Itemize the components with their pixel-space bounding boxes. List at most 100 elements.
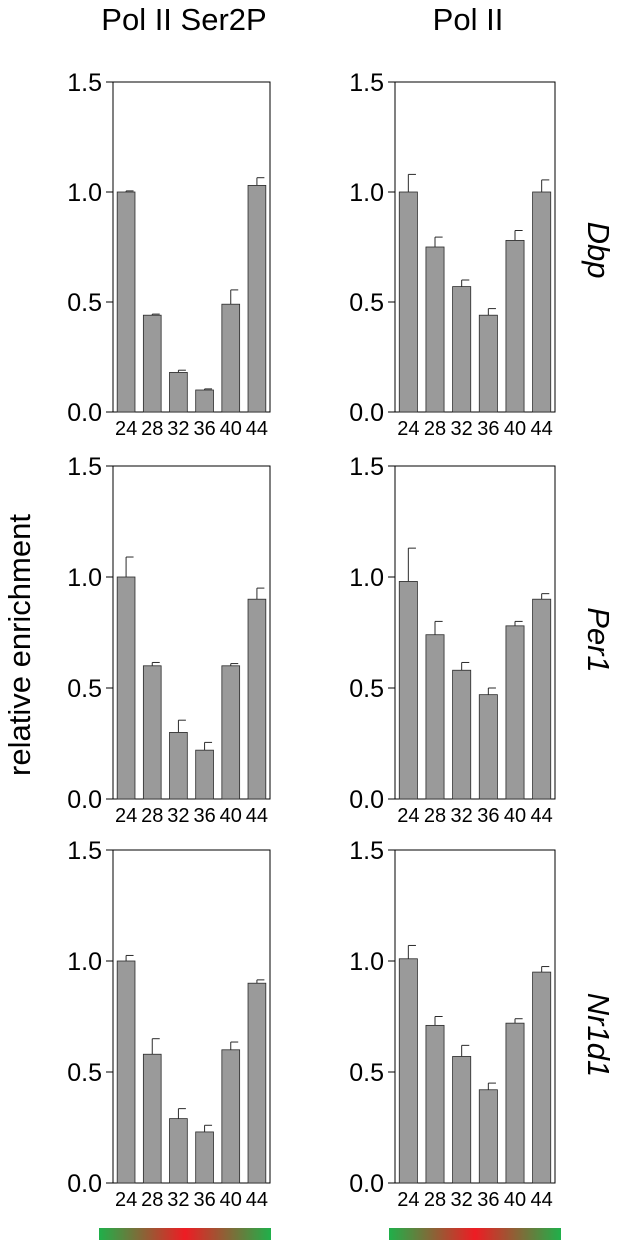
y-tick-label-nr1d1-ser2p: 1.5: [67, 837, 102, 865]
y-tick-label-nr1d1-pol2: 0.0: [349, 1170, 384, 1198]
bar-per1-ser2p-28: [142, 665, 162, 800]
x-tick-label-dbp-pol2-32: 32: [451, 418, 473, 440]
x-tick-label-nr1d1-pol2-24: 24: [397, 1189, 419, 1211]
x-tick-label-nr1d1-ser2p-44: 44: [246, 1189, 268, 1211]
bar-nr1d1-pol2-36: [478, 1089, 498, 1184]
x-tick-label-per1-pol2-36: 36: [477, 805, 499, 827]
bar-per1-ser2p-24: [116, 576, 136, 800]
bar-dbp-pol2-32: [452, 286, 472, 413]
bar-nr1d1-ser2p-28: [142, 1053, 162, 1184]
y-tick-label-nr1d1-ser2p: 0.0: [67, 1170, 102, 1198]
x-tick-label-nr1d1-pol2-28: 28: [424, 1189, 446, 1211]
bar-per1-pol2-28: [425, 634, 445, 800]
bar-dbp-ser2p-40: [221, 303, 241, 413]
bar-dbp-ser2p-28: [142, 314, 162, 413]
bar-nr1d1-ser2p-44: [247, 982, 267, 1184]
y-tick-label-dbp-ser2p: 1.0: [67, 179, 102, 207]
y-tick-label-per1-pol2: 1.5: [349, 453, 384, 481]
bar-nr1d1-pol2-44: [532, 971, 552, 1184]
x-tick-label-dbp-pol2-40: 40: [504, 418, 526, 440]
x-tick-label-per1-ser2p-32: 32: [167, 805, 189, 827]
x-tick-label-per1-pol2-32: 32: [451, 805, 473, 827]
x-tick-label-per1-ser2p-24: 24: [115, 805, 137, 827]
plot-frame-dbp-pol2: [394, 81, 556, 413]
bar-nr1d1-pol2-24: [398, 958, 418, 1184]
y-tick-label-per1-pol2: 0.5: [349, 675, 384, 703]
bar-nr1d1-ser2p-36: [195, 1131, 214, 1184]
time-gradient-bar-pol2: [389, 1228, 561, 1240]
x-tick-label-per1-ser2p-40: 40: [220, 805, 242, 827]
y-tick-label-per1-pol2: 0.0: [349, 786, 384, 814]
bar-dbp-pol2-40: [505, 239, 525, 413]
bar-nr1d1-ser2p-40: [221, 1049, 241, 1184]
x-tick-label-dbp-ser2p-32: 32: [167, 418, 189, 440]
x-tick-label-nr1d1-pol2-40: 40: [504, 1189, 526, 1211]
x-tick-label-nr1d1-pol2-36: 36: [477, 1189, 499, 1211]
plot-frame-per1-pol2: [394, 465, 556, 800]
x-tick-label-nr1d1-ser2p-40: 40: [220, 1189, 242, 1211]
bar-per1-ser2p-36: [195, 749, 214, 800]
row-label-dbp: Dbp: [581, 222, 616, 279]
y-tick-label-dbp-ser2p: 1.5: [67, 69, 102, 97]
bar-nr1d1-pol2-28: [425, 1024, 445, 1184]
bar-dbp-ser2p-32: [169, 371, 188, 413]
x-tick-label-dbp-ser2p-28: 28: [141, 418, 163, 440]
bar-nr1d1-pol2-40: [505, 1022, 525, 1184]
column-title-ser2p: Pol II Ser2P: [101, 2, 266, 37]
plot-frame-nr1d1-pol2: [394, 849, 556, 1184]
x-tick-label-nr1d1-pol2-44: 44: [531, 1189, 553, 1211]
bar-nr1d1-ser2p-24: [116, 960, 136, 1184]
chart-panels: 0.00.51.01.524 28 32 36 40 440.00.51.01.524 28…: [67, 69, 556, 1211]
x-tick-label-nr1d1-ser2p-36: 36: [193, 1189, 215, 1211]
y-tick-label-nr1d1-ser2p: 1.0: [67, 948, 102, 976]
bar-nr1d1-pol2-32: [452, 1056, 472, 1184]
plot-frame-nr1d1-ser2p: [112, 849, 271, 1184]
y-tick-label-nr1d1-pol2: 0.5: [349, 1059, 384, 1087]
bar-dbp-ser2p-36: [195, 389, 214, 413]
y-tick-label-per1-pol2: 1.0: [349, 564, 384, 592]
y-tick-label-nr1d1-pol2: 1.5: [349, 837, 384, 865]
bar-dbp-pol2-36: [478, 314, 498, 413]
y-tick-label-per1-ser2p: 0.5: [67, 675, 102, 703]
y-tick-label-dbp-pol2: 0.0: [349, 399, 384, 427]
bar-per1-pol2-32: [452, 669, 472, 800]
x-tick-label-nr1d1-ser2p-24: 24: [115, 1189, 137, 1211]
x-tick-label-dbp-ser2p-40: 40: [220, 418, 242, 440]
x-tick-label-dbp-pol2-24: 24: [397, 418, 419, 440]
x-tick-label-dbp-ser2p-44: 44: [246, 418, 268, 440]
bar-dbp-pol2-44: [532, 191, 552, 413]
bar-per1-ser2p-32: [169, 732, 188, 800]
y-tick-label-dbp-pol2: 0.5: [349, 289, 384, 317]
x-tick-label-dbp-pol2-36: 36: [477, 418, 499, 440]
y-tick-label-dbp-pol2: 1.0: [349, 179, 384, 207]
y-tick-label-dbp-pol2: 1.5: [349, 69, 384, 97]
x-tick-label-per1-pol2-24: 24: [397, 805, 419, 827]
plot-frame-dbp-ser2p: [112, 81, 271, 413]
y-tick-label-nr1d1-pol2: 1.0: [349, 948, 384, 976]
x-tick-label-per1-pol2-44: 44: [531, 805, 553, 827]
x-tick-label-per1-ser2p-36: 36: [193, 805, 215, 827]
bar-per1-ser2p-40: [221, 665, 241, 800]
bar-dbp-pol2-24: [398, 191, 418, 413]
bar-dbp-ser2p-44: [247, 184, 267, 413]
x-tick-label-per1-pol2-28: 28: [424, 805, 446, 827]
y-tick-label-dbp-ser2p: 0.0: [67, 399, 102, 427]
plot-frame-per1-ser2p: [112, 465, 271, 800]
bar-per1-pol2-44: [532, 598, 552, 800]
y-tick-label-per1-ser2p: 1.0: [67, 564, 102, 592]
bar-per1-pol2-36: [478, 694, 498, 800]
x-tick-label-dbp-ser2p-36: 36: [193, 418, 215, 440]
y-tick-label-dbp-ser2p: 0.5: [67, 289, 102, 317]
y-axis-label: relative enrichment: [2, 514, 37, 776]
bar-dbp-pol2-28: [425, 246, 445, 413]
x-tick-label-per1-ser2p-28: 28: [141, 805, 163, 827]
bar-nr1d1-ser2p-32: [169, 1118, 188, 1184]
bar-dbp-ser2p-24: [116, 191, 136, 413]
x-tick-label-nr1d1-pol2-32: 32: [451, 1189, 473, 1211]
x-tick-label-dbp-pol2-44: 44: [531, 418, 553, 440]
bar-per1-ser2p-44: [247, 598, 267, 800]
x-tick-label-dbp-pol2-28: 28: [424, 418, 446, 440]
y-tick-label-nr1d1-ser2p: 0.5: [67, 1059, 102, 1087]
x-tick-label-dbp-ser2p-24: 24: [115, 418, 137, 440]
